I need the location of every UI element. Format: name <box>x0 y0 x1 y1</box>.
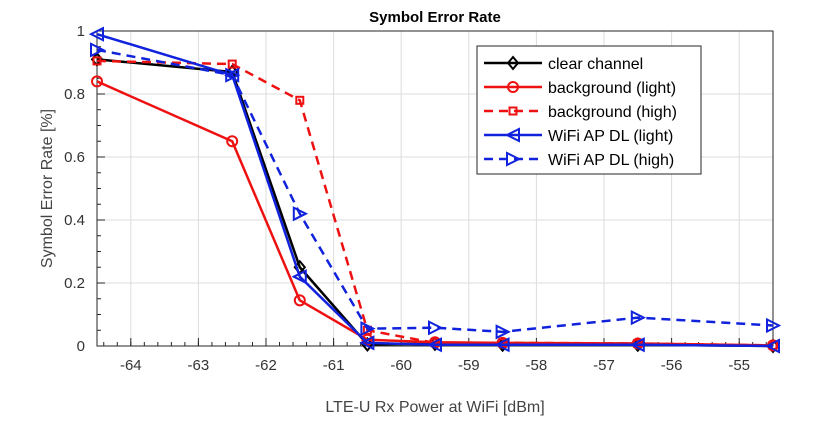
data-point <box>88 26 104 42</box>
legend-marker <box>506 151 522 167</box>
y-tick-label: 0.4 <box>64 212 85 229</box>
data-point <box>426 337 442 353</box>
x-tick-label: -63 <box>188 357 210 374</box>
y-tick-label: 0.8 <box>64 86 85 103</box>
data-point <box>295 95 305 105</box>
data-point <box>226 135 239 148</box>
chart-title: Symbol Error Rate <box>369 9 501 26</box>
legend-item-3: WiFi AP DL (light) <box>484 127 673 145</box>
series-line <box>96 59 774 347</box>
data-point <box>227 59 237 69</box>
series-line <box>96 48 774 334</box>
data-point <box>91 75 103 88</box>
legend-marker <box>506 55 520 71</box>
x-tick-label: -64 <box>120 357 142 374</box>
legend-label: background (light) <box>548 80 676 97</box>
y-tick-label: 1 <box>77 23 85 40</box>
y-tick-label: 0 <box>77 338 85 355</box>
legend-item-0: clear channel <box>484 55 643 73</box>
data-point <box>360 321 376 337</box>
data-point <box>630 310 647 326</box>
x-tick-label: -60 <box>390 357 412 374</box>
x-tick-label: -62 <box>255 357 277 374</box>
data-point <box>291 269 307 285</box>
legend-label: WiFi AP DL (light) <box>548 128 673 145</box>
x-tick-label: -61 <box>323 357 345 374</box>
legend-marker <box>507 81 519 93</box>
data-point <box>90 42 106 58</box>
x-tick-label: -57 <box>593 357 615 374</box>
legend-marker <box>504 127 520 143</box>
data-point <box>764 338 780 354</box>
legend-item-1: background (light) <box>484 80 676 97</box>
series-3 <box>88 26 780 354</box>
x-tick-label: -58 <box>526 357 548 374</box>
data-point <box>494 337 510 353</box>
data-point <box>766 317 782 334</box>
data-point <box>495 324 511 340</box>
data-point <box>293 294 306 307</box>
legend-item-4: WiFi AP DL (high) <box>484 151 674 169</box>
axis-ticks: -64 -63 -62 -61 -60 -59 -58 -57 -56 -55 0 0.2 0.4 0.6… <box>64 23 767 374</box>
y-axis-label: Symbol Error Rate [%] <box>39 109 56 268</box>
x-axis-label: LTE-U Rx Power at WiFi [dBm] <box>325 399 544 416</box>
data-point <box>292 206 309 222</box>
series-line <box>96 80 774 347</box>
data-point <box>225 67 241 83</box>
data-point <box>428 320 444 336</box>
legend-marker <box>508 106 518 116</box>
x-tick-label: -56 <box>661 357 683 374</box>
series-line <box>96 32 774 348</box>
x-tick-label: -55 <box>728 357 750 374</box>
data-point <box>92 56 102 66</box>
legend-label: background (high) <box>548 104 677 121</box>
series-4 <box>90 42 782 340</box>
y-tick-label: 0.2 <box>64 275 85 292</box>
data-point <box>629 337 645 353</box>
legend: clear channel background (light) backgroun… <box>476 45 702 175</box>
legend-label: WiFi AP DL (high) <box>548 152 674 169</box>
x-tick-label: -59 <box>458 357 480 374</box>
data-point <box>359 335 375 351</box>
legend-label: clear channel <box>548 56 643 73</box>
series-layer <box>88 26 782 354</box>
y-tick-label: 0.6 <box>64 149 85 166</box>
legend-item-2: background (high) <box>484 104 677 121</box>
